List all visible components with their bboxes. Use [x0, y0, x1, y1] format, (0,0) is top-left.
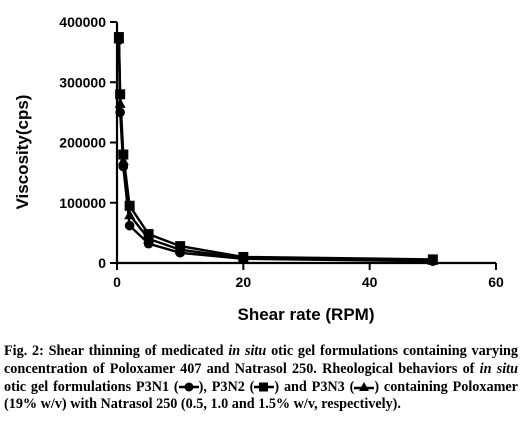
y-tick-label: 100000	[59, 195, 106, 211]
caption-part-1: otic gel formulations containing varying…	[4, 343, 518, 377]
triangle-marker-icon	[354, 382, 375, 392]
series-line-circle	[117, 40, 433, 263]
y-tick-label: 200000	[59, 135, 106, 151]
x-axis-title: Shear rate (RPM)	[238, 305, 375, 324]
x-tick-label: 0	[113, 274, 121, 290]
caption-part-3: ), P3N2 (	[198, 378, 255, 395]
data-point-triangle	[113, 33, 125, 44]
figure-caption: Fig. 2: Shear thinning of medicated in s…	[4, 343, 518, 414]
data-point-triangle	[174, 244, 186, 255]
data-point-triangle	[143, 233, 155, 244]
caption-part-5: ) containing Poloxamer (19% w/v) with Na…	[4, 378, 518, 413]
data-point-triangle	[427, 254, 439, 265]
series-circle	[114, 35, 438, 266]
series-triangle	[113, 33, 439, 265]
x-tick-label: 20	[236, 274, 252, 290]
series-square	[113, 32, 438, 265]
chart: 0 100000 200000 300000 400000 0 20 40 60 Viscosi…	[13, 14, 504, 324]
square-marker-icon	[254, 382, 275, 392]
caption-part-4: ) and P3N3 (	[274, 378, 355, 395]
x-tick-label: 40	[362, 274, 378, 290]
data-point-triangle	[124, 209, 136, 220]
y-axis-title: Viscosity(cps)	[13, 95, 32, 210]
y-tick-label: 0	[98, 255, 106, 271]
caption-in-situ-2: in situ	[479, 360, 518, 377]
series-line-triangle	[117, 38, 433, 262]
y-tick-label: 400000	[59, 14, 106, 30]
caption-lead: Fig. 2: Shear thinning of medicated	[4, 343, 224, 359]
data-point-triangle	[117, 155, 129, 166]
circle-marker-icon	[178, 382, 199, 392]
chart-axes: 0 100000 200000 300000 400000 0 20 40 60	[59, 14, 504, 290]
caption-in-situ-1: in situ	[228, 343, 267, 359]
caption-part-2: otic gel formulations P3N1 (	[4, 378, 179, 395]
data-point-triangle	[237, 252, 249, 263]
chart-series-group	[113, 32, 439, 266]
series-line-square	[117, 37, 433, 261]
x-tick-label: 60	[488, 274, 504, 290]
y-tick-label: 300000	[59, 74, 106, 90]
data-point-circle	[124, 220, 135, 231]
data-point-triangle	[114, 97, 126, 108]
